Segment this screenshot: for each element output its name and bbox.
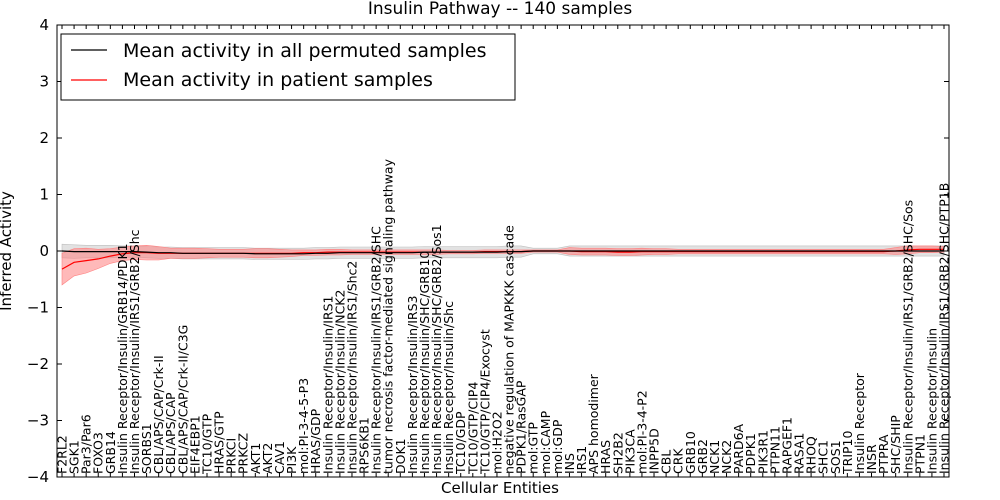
x-category-label: PARD6A — [731, 423, 746, 474]
x-category-label: negative regulation of MAPKKK cascade — [502, 225, 517, 474]
plot-frame — [56, 24, 950, 478]
x-category-label: mol:H2O2 — [490, 411, 505, 474]
x-category-label: PI3K — [284, 446, 299, 474]
x-category-label: CBL/APS/CAP/Crk-II — [151, 355, 166, 474]
x-category-label: PRKCZ — [236, 433, 251, 474]
x-category-label: Insulin Receptor/Insulin/GRB14/PDK1 — [115, 243, 130, 474]
x-category-label: HRAS — [598, 440, 613, 474]
x-category-label: DOK1 — [393, 438, 408, 474]
x-category-label: PDPK1/RasGAP — [514, 380, 529, 474]
y-axis-label: Inferred Activity — [0, 191, 15, 311]
x-category-label: SGK1 — [67, 440, 82, 474]
x-category-label: TC10/GTP — [200, 413, 215, 475]
x-category-label: INPP5D — [647, 428, 662, 474]
x-category-label: GRB14 — [103, 431, 118, 474]
x-category-label: PTPN11 — [767, 426, 782, 474]
x-category-label: RASA1 — [792, 433, 807, 474]
x-category-label: Insulin Receptor/Insulin/IRS1/GRB2/SHC/P… — [937, 183, 952, 474]
legend-label-permuted: Mean activity in all permuted samples — [123, 40, 486, 62]
x-category-label: mol:PI-3-4-5-P3 — [296, 378, 311, 474]
x-category-label: GRB10 — [683, 431, 698, 474]
x-category-label: CRK — [671, 448, 686, 474]
x-category-label: CBL/APS/CAP — [163, 392, 178, 474]
x-axis-label: Cellular Entities — [441, 479, 559, 497]
x-category-label: PTPN1 — [912, 434, 927, 474]
line-permuted — [61, 250, 944, 255]
x-category-label: IRS1 — [574, 446, 589, 474]
x-category-label: tumor necrosis factor-mediated signaling… — [381, 158, 396, 474]
y-tick-label: −4 — [27, 468, 49, 486]
x-category-label: mol:PI-3-4-P2 — [634, 390, 649, 474]
x-category-label: HRAS/GTP — [212, 411, 227, 474]
y-tick-label: 0 — [39, 242, 49, 260]
x-category-label: APS homodimer — [586, 373, 601, 474]
x-category-label: AKT1 — [248, 443, 263, 474]
x-category-label: CBL/APS/CAP/Crk-II/C3G — [175, 325, 190, 474]
x-category-label: Insulin Receptor/Insulin/IRS3 — [405, 296, 420, 474]
y-tick-label: 2 — [39, 129, 49, 147]
y-tick-label: 1 — [39, 186, 49, 204]
x-category-label: TC10/GTP/CIP4 — [465, 382, 480, 475]
x-category-label: CAV1 — [272, 441, 287, 474]
series-lines — [61, 248, 944, 270]
x-category-label: GRB2 — [695, 439, 710, 474]
x-category-label: Insulin Receptor/Insulin — [924, 328, 939, 474]
x-category-label: Insulin Receptor/Insulin/SHC/GRB10 — [417, 251, 432, 474]
x-category-label: Insulin Receptor — [852, 372, 867, 474]
x-category-label: PRKCI — [224, 438, 239, 474]
legend-box — [60, 33, 516, 101]
x-category-label: mol:GDP — [550, 419, 565, 474]
x-category-label: HRAS/GDP — [308, 408, 323, 474]
y-tick-label: −1 — [27, 299, 49, 317]
x-category-label: Insulin Receptor/Insulin/IRS1/GRB2/SHC — [369, 226, 384, 474]
x-category-label: mol:GTP — [526, 422, 541, 474]
x-category-label: PDPK1 — [743, 433, 758, 474]
band-patient — [61, 244, 945, 286]
x-category-label: RHOQ — [804, 436, 819, 474]
x-category-label: SOS1 — [828, 440, 843, 474]
x-category-label: AKT2 — [260, 443, 275, 474]
x-category-label: SHC1 — [816, 440, 831, 474]
x-category-label: Insulin Receptor/Insulin/IRS1/Shc2 — [345, 261, 360, 474]
x-category-label: F2RL2 — [55, 435, 70, 474]
x-category-label: CBL — [659, 450, 674, 474]
x-category-label: PIK3CA — [622, 429, 637, 474]
legend: Mean activity in all permuted samples Me… — [60, 33, 516, 101]
x-category-label: Insulin Receptor/Insulin/IRS1 — [320, 296, 335, 474]
x-category-label: Insulin Receptor/Insulin/SHC/GRB2/Sos1 — [429, 224, 444, 474]
x-category-label: EIF4EBP1 — [187, 415, 202, 474]
x-category-label: TC10/GDP — [453, 411, 468, 475]
y-tick-label: −3 — [27, 412, 49, 430]
y-tick-label: −2 — [27, 355, 49, 373]
x-category-label: Par3/Par6 — [79, 414, 94, 474]
chart-title: Insulin Pathway -- 140 samples — [368, 0, 633, 19]
legend-label-patient: Mean activity in patient samples — [123, 69, 433, 91]
x-category-label: RPS6KB1 — [357, 417, 372, 474]
x-category-label: INS — [562, 453, 577, 474]
x-category-label: Insulin Receptor/Insulin/NCK2 — [332, 290, 347, 474]
x-category-label: Insulin Receptor/Insulin/IRS1/GRB2/Shc — [127, 229, 142, 474]
x-category-label: SH2B2 — [610, 432, 625, 474]
y-tick-label: 4 — [39, 16, 49, 34]
x-category-label: FOXO3 — [91, 432, 106, 474]
y-axis: 4 3 2 1 0 −1 −2 −3 −4 — [27, 16, 949, 486]
x-category-label: PTPRA — [876, 434, 891, 474]
x-category-label: Insulin Receptor/Insulin/IRS1/GRB2/SHC/S… — [900, 200, 915, 474]
x-category-label: mol:CAMP — [538, 410, 553, 474]
x-category-label: RAPGEF1 — [779, 417, 794, 474]
x-category-label: SORBS1 — [139, 423, 154, 474]
x-category-label: SHC/SHIP — [888, 415, 903, 474]
x-category-label: PIK3R1 — [755, 430, 770, 474]
x-category-label: Insulin Receptor/Insulin/Shc — [441, 301, 456, 474]
x-category-label: INSR — [864, 444, 879, 474]
x-category-label: NCK1 — [707, 440, 722, 474]
x-category-label: TC10/GTP/CIP4/Exocyst — [477, 329, 492, 475]
x-category-label: NCK2 — [719, 440, 734, 474]
y-tick-label: 3 — [39, 73, 49, 91]
x-category-label: TRIP10 — [840, 431, 855, 475]
